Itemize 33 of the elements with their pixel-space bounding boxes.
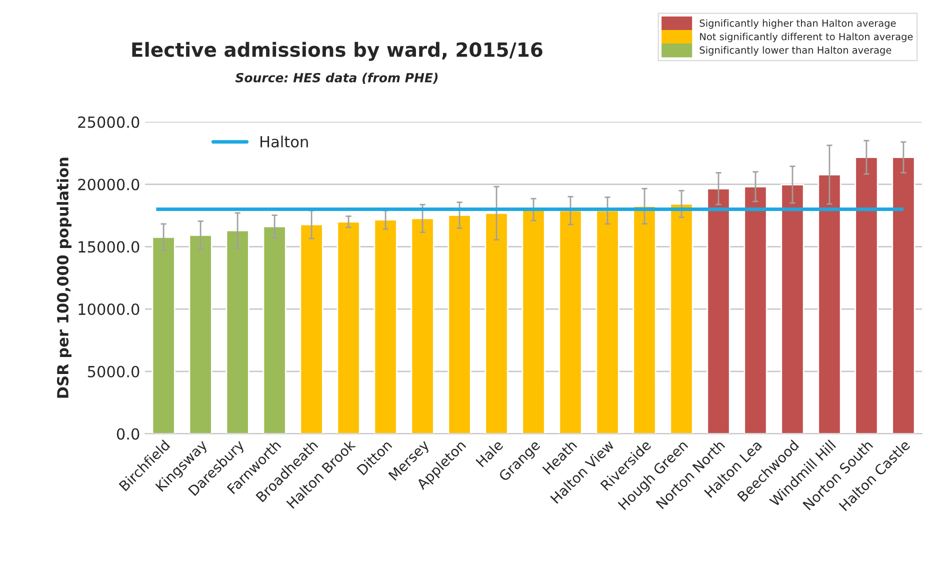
bar	[448, 214, 472, 434]
bar	[892, 156, 916, 434]
legend-label: Significantly lower than Halton average	[700, 46, 892, 56]
chart-subtitle: Source: HES data (from PHE)	[235, 72, 438, 84]
bar	[558, 210, 582, 434]
bar	[374, 219, 398, 434]
legend-label: Not significantly different to Halton average	[700, 32, 913, 42]
bar	[854, 156, 878, 434]
bar	[152, 236, 176, 434]
bar	[188, 234, 212, 434]
chart-title: Elective admissions by ward, 2015/16	[132, 42, 542, 61]
bar	[226, 230, 250, 434]
bar	[262, 226, 286, 434]
bar	[484, 212, 508, 434]
bar	[670, 203, 694, 434]
legend-label: Halton	[260, 136, 308, 148]
bar	[596, 210, 620, 434]
bar	[780, 184, 804, 434]
y-tick-label: 15000.0	[78, 241, 140, 253]
bar	[300, 224, 324, 434]
legend-label: Significantly higher than Halton average	[700, 19, 896, 29]
y-tick-label: 0.0	[116, 428, 140, 440]
bar	[632, 206, 656, 434]
bar	[818, 174, 842, 434]
y-tick-label: 10000.0	[78, 303, 140, 316]
bar	[410, 218, 434, 434]
bar	[706, 188, 730, 434]
y-axis-title: DSR per 100,000 population	[56, 158, 72, 398]
y-tick-label: 25000.0	[78, 116, 140, 128]
bar	[336, 221, 360, 434]
bar	[744, 186, 768, 434]
y-tick-label: 20000.0	[78, 178, 140, 190]
y-tick-label: 5000.0	[88, 366, 140, 378]
